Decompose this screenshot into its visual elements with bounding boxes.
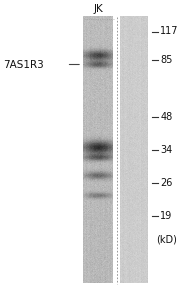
Text: 85: 85 <box>160 55 173 65</box>
Text: 26: 26 <box>160 178 173 188</box>
Text: 48: 48 <box>160 112 172 122</box>
Text: 34: 34 <box>160 145 172 155</box>
Text: (kD): (kD) <box>156 235 177 245</box>
Text: JK: JK <box>94 4 104 14</box>
Text: 7AS1R3: 7AS1R3 <box>3 59 44 70</box>
Text: 117: 117 <box>160 26 179 37</box>
Text: 19: 19 <box>160 211 172 221</box>
